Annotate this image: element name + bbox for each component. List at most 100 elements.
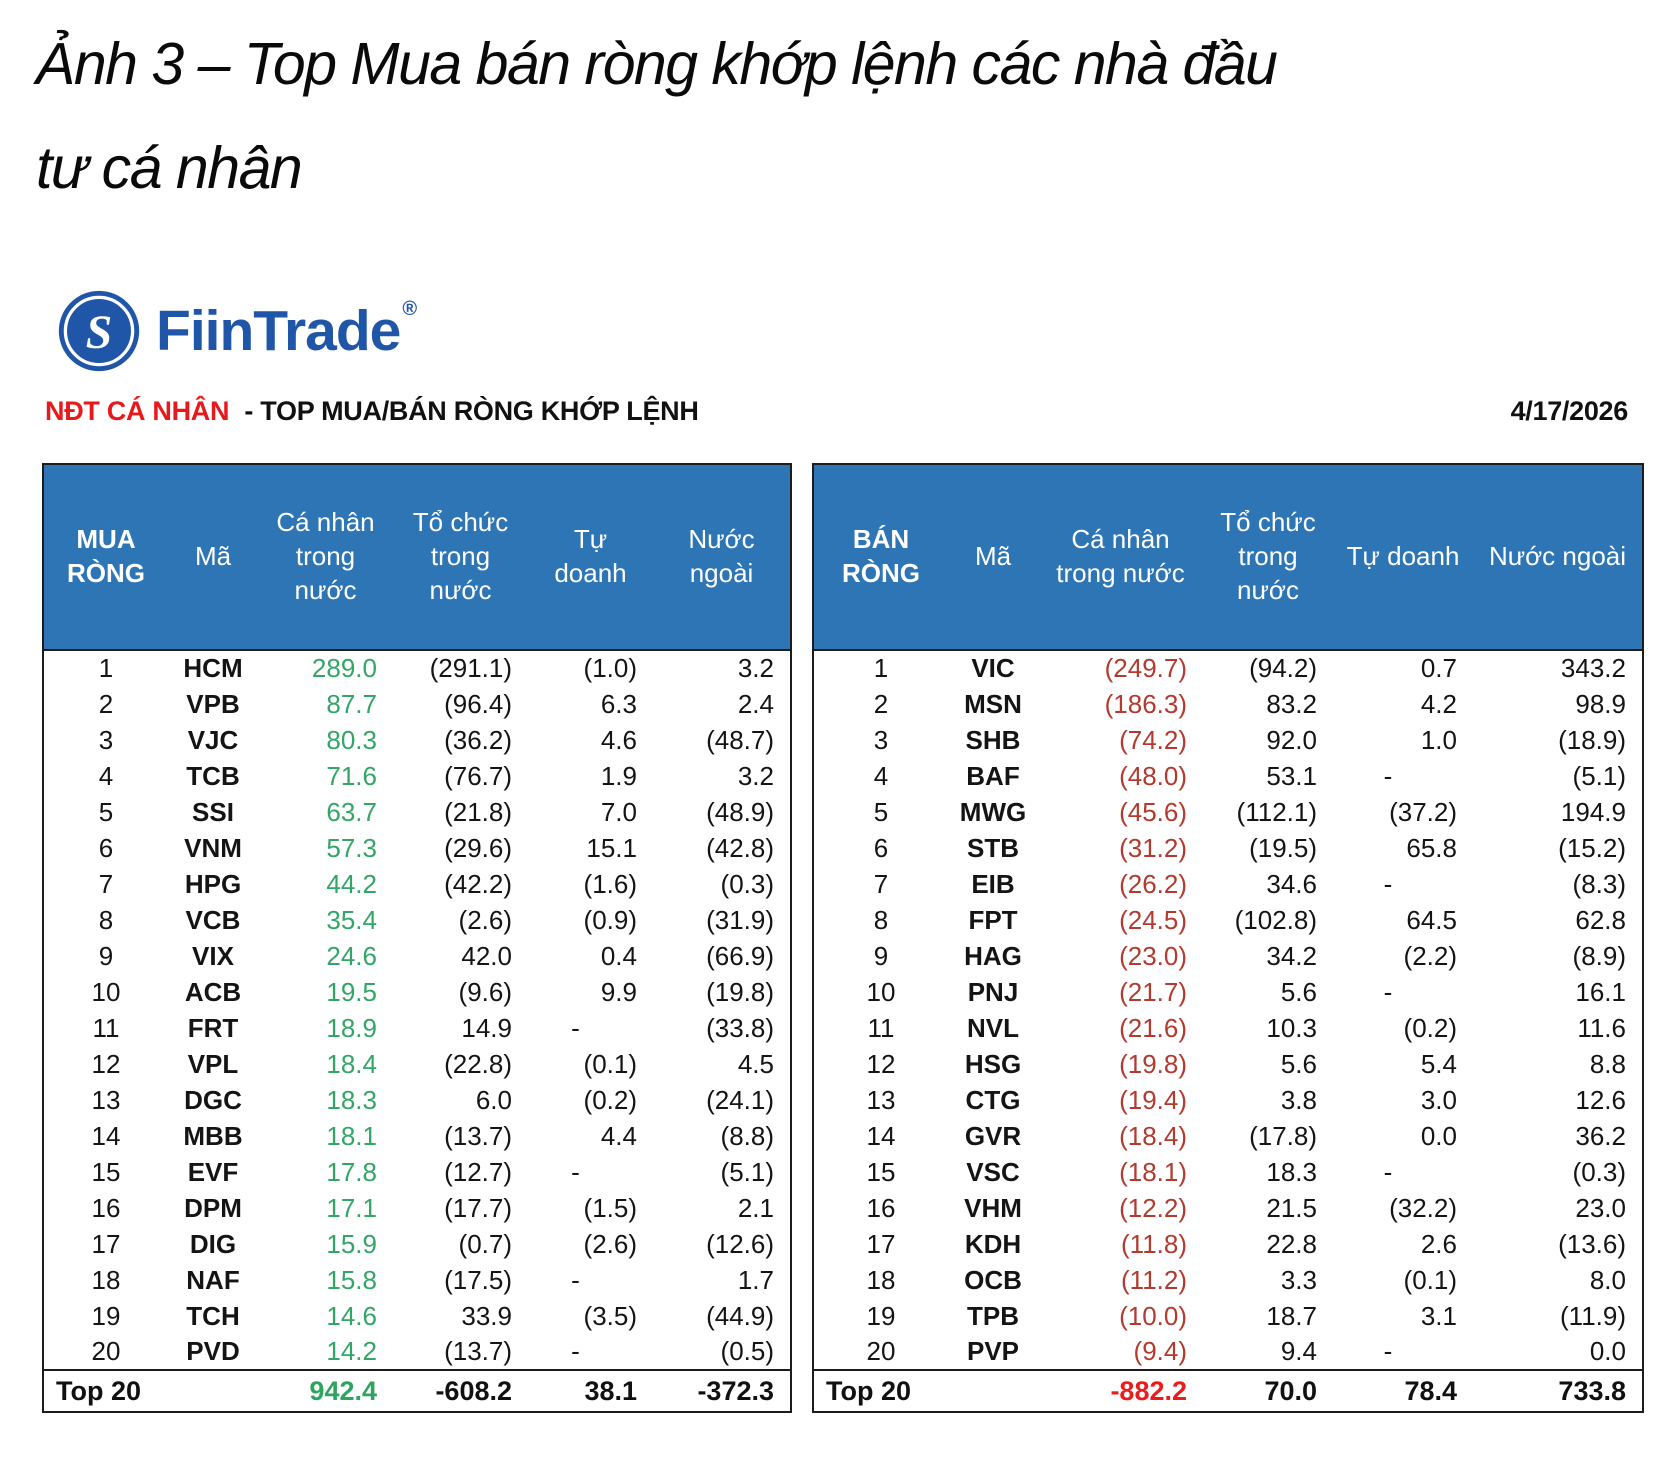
table-row: 13 CTG (19.4) 3.8 3.0 12.6	[813, 1082, 1643, 1118]
institution-value-cell: (19.5)	[1249, 832, 1317, 863]
rank-cell: 7	[873, 868, 889, 899]
rank-cell: 9	[98, 940, 114, 971]
code-column-header: Mã	[168, 464, 258, 651]
total-label: Top 20	[813, 1369, 1038, 1412]
proprietary-value-cell: 64.5	[1406, 904, 1457, 935]
ticker-cell: BAF	[966, 760, 1020, 791]
foreign-value-cell: (44.9)	[706, 1300, 774, 1331]
foreign-value-cell: 1.7	[737, 1264, 774, 1295]
individual-value-cell: (11.2)	[1121, 1264, 1187, 1295]
report-date: 4/17/2026	[1510, 396, 1629, 426]
buy-group-header: MUA RÒNG	[43, 464, 168, 651]
foreign-value-cell: 4.5	[737, 1048, 774, 1079]
table-row: 18 NAF 15.8 (17.5) - 1.7	[43, 1262, 791, 1298]
individual-value-cell: (9.4)	[1133, 1336, 1187, 1366]
proprietary-value-cell: 3.0	[1420, 1084, 1457, 1115]
foreign-value-cell: 23.0	[1575, 1192, 1626, 1223]
individual-value-cell: (11.8)	[1121, 1228, 1187, 1259]
proprietary-value-cell: (32.2)	[1389, 1192, 1457, 1223]
proprietary-value-cell: -	[1383, 1336, 1393, 1366]
table-row: 2 VPB 87.7 (96.4) 6.3 2.4	[43, 686, 791, 722]
rank-cell: 9	[873, 940, 889, 971]
institution-value-cell: 5.6	[1280, 976, 1317, 1007]
institution-value-cell: 6.0	[475, 1084, 512, 1115]
ticker-cell: NAF	[186, 1264, 240, 1295]
rank-cell: 4	[98, 760, 114, 791]
header-row: BÁN RÒNG Mã Cá nhân trong nước Tổ chức t…	[813, 464, 1643, 651]
rank-cell: 10	[866, 976, 896, 1007]
ticker-cell: DPM	[184, 1192, 242, 1223]
proprietary-value-cell: (0.2)	[583, 1084, 637, 1115]
ticker-cell: HPG	[184, 868, 242, 899]
individual-value-cell: 18.9	[326, 1012, 377, 1043]
proprietary-column-header: Tự doanh	[528, 464, 653, 651]
rank-cell: 11	[92, 1012, 120, 1043]
individual-value-cell: 289.0	[311, 653, 377, 683]
rank-cell: 12	[866, 1048, 896, 1079]
institution-value-cell: 92.0	[1266, 724, 1317, 755]
foreign-value-cell: 3.2	[737, 653, 774, 683]
proprietary-value-cell: (3.5)	[583, 1300, 637, 1331]
rank-cell: 12	[91, 1048, 121, 1079]
foreign-value-cell: (5.1)	[720, 1156, 774, 1187]
proprietary-value-cell: (2.2)	[1403, 940, 1457, 971]
table-row: 7 EIB (26.2) 34.6 - (8.3)	[813, 866, 1643, 902]
individual-value-cell: (186.3)	[1104, 688, 1187, 719]
institution-value-cell: 5.6	[1280, 1048, 1317, 1079]
institution-value-cell: 14.9	[461, 1012, 512, 1043]
institution-value-cell: (17.7)	[444, 1192, 512, 1223]
ticker-cell: VIC	[971, 653, 1015, 683]
total-individual: 942.4	[258, 1369, 393, 1412]
proprietary-value-cell: (1.0)	[583, 653, 637, 683]
institution-value-cell: (0.7)	[458, 1228, 512, 1259]
individual-value-cell: 24.6	[326, 940, 377, 971]
proprietary-value-cell: (0.2)	[1403, 1012, 1457, 1043]
individual-value-cell: (21.7)	[1119, 976, 1187, 1007]
individual-value-cell: (18.4)	[1119, 1120, 1187, 1151]
rank-cell: 6	[98, 832, 114, 863]
institution-value-cell: 10.3	[1266, 1012, 1317, 1043]
page-title-line-1: Ảnh 3 – Top Mua bán ròng khớp lệnh các n…	[36, 31, 1278, 97]
brand-name: FiinTrade	[156, 299, 401, 363]
page-title-line-2: tư cá nhân	[36, 135, 303, 201]
ticker-cell: ACB	[184, 976, 242, 1007]
tables-container: MUA RÒNG Mã Cá nhân trong nước Tổ chức t…	[42, 463, 1644, 1413]
table-row: 12 VPL 18.4 (22.8) (0.1) 4.5	[43, 1046, 791, 1082]
table-row: 3 VJC 80.3 (36.2) 4.6 (48.7)	[43, 722, 791, 758]
rank-cell: 3	[98, 724, 114, 755]
proprietary-value-cell: 4.2	[1420, 688, 1457, 719]
ticker-cell: VSC	[966, 1156, 1020, 1187]
foreign-value-cell: 0.0	[1589, 1336, 1626, 1366]
ticker-cell: NVL	[967, 1012, 1019, 1043]
total-institution: -608.2	[393, 1369, 528, 1412]
ticker-cell: SHB	[965, 724, 1021, 755]
ticker-cell: PNJ	[967, 976, 1019, 1007]
ticker-cell: EIB	[971, 868, 1015, 899]
header-row: MUA RÒNG Mã Cá nhân trong nước Tổ chức t…	[43, 464, 791, 651]
table-row: 7 HPG 44.2 (42.2) (1.6) (0.3)	[43, 866, 791, 902]
individual-value-cell: (31.2)	[1119, 832, 1187, 863]
table-row: 19 TPB (10.0) 18.7 3.1 (11.9)	[813, 1298, 1643, 1334]
table-row: 1 VIC (249.7) (94.2) 0.7 343.2	[813, 650, 1643, 686]
proprietary-value-cell: 0.4	[600, 940, 637, 971]
rank-cell: 8	[98, 904, 114, 935]
proprietary-value-cell: 7.0	[600, 796, 637, 827]
proprietary-value-cell: (1.6)	[583, 868, 637, 899]
sell-group-header: BÁN RÒNG	[813, 464, 948, 651]
individual-value-cell: 18.4	[326, 1048, 377, 1079]
total-proprietary: 78.4	[1333, 1369, 1473, 1412]
rank-cell: 14	[91, 1120, 121, 1151]
institution-value-cell: 3.8	[1280, 1084, 1317, 1115]
proprietary-value-cell: 5.4	[1420, 1048, 1457, 1079]
ticker-cell: KDH	[964, 1228, 1022, 1259]
individual-column-header: Cá nhân trong nước	[1038, 464, 1203, 651]
ticker-cell: SSI	[192, 796, 234, 827]
ticker-cell: VPL	[187, 1048, 239, 1079]
institution-value-cell: 18.7	[1266, 1300, 1317, 1331]
net-sell-table-header: BÁN RÒNG Mã Cá nhân trong nước Tổ chức t…	[813, 464, 1643, 651]
rank-cell: 6	[873, 832, 889, 863]
individual-value-cell: 71.6	[326, 760, 377, 791]
table-row: 19 TCH 14.6 33.9 (3.5) (44.9)	[43, 1298, 791, 1334]
institution-value-cell: (17.8)	[1249, 1120, 1317, 1151]
